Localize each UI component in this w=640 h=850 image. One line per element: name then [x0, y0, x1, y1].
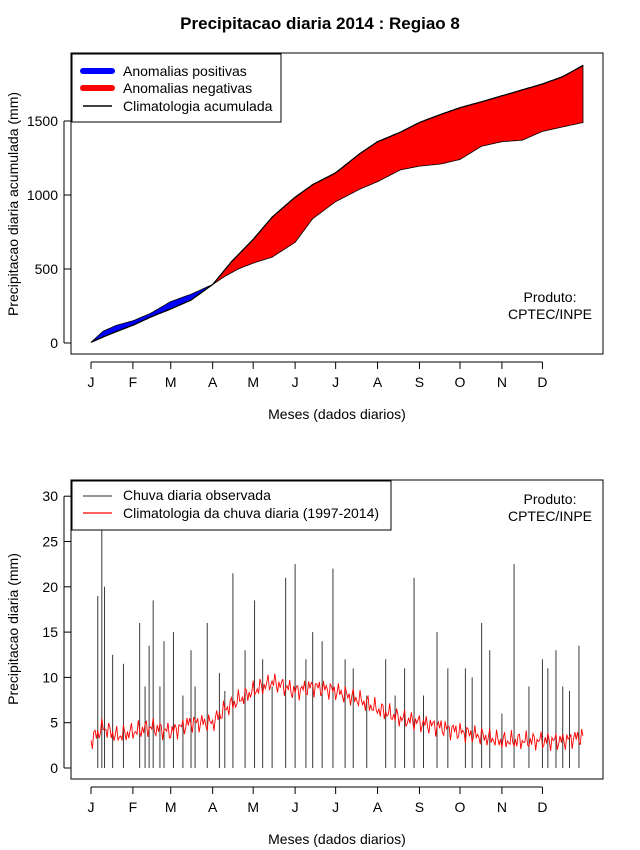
- x-tick-label: M: [165, 374, 177, 390]
- bottom-x-axis-label: Meses (dados diarios): [268, 831, 406, 847]
- daily-chart: 0 5 10 15 20 25 30 J F M A M J J A S O N D Precipitacao d…: [5, 479, 604, 847]
- bottom-legend-label-observed: Chuva diaria observada: [123, 487, 271, 503]
- x-tick-label: A: [373, 374, 383, 390]
- top-x-axis-label: Meses (dados diarios): [268, 406, 406, 422]
- top-y-axis: 0 500 1000 1500: [27, 113, 71, 351]
- x-tick-label: J: [88, 799, 95, 815]
- x-tick-label: N: [497, 799, 507, 815]
- y-tick-label: 1000: [27, 187, 58, 203]
- x-tick-label: A: [373, 799, 383, 815]
- top-legend-label-climatology: Climatologia acumulada: [123, 98, 273, 114]
- y-tick-label: 5: [50, 715, 58, 731]
- bottom-legend: Chuva diaria observada Climatologia da c…: [71, 480, 392, 531]
- y-tick-label: 30: [42, 488, 58, 504]
- x-tick-label: S: [415, 799, 424, 815]
- y-tick-label: 15: [42, 624, 58, 640]
- bottom-y-axis-label: Precipitacao diaria (mm): [5, 553, 21, 705]
- top-climatology-line: [90, 64, 584, 343]
- y-tick-label: 20: [42, 579, 58, 595]
- top-plot-frame: [70, 52, 604, 355]
- y-tick-label: 0: [50, 760, 58, 776]
- x-tick-label: F: [129, 799, 138, 815]
- x-tick-label: M: [247, 799, 259, 815]
- y-tick-label: 10: [42, 669, 58, 685]
- bottom-legend-label-climatology: Climatologia da chuva diaria (1997-2014): [123, 505, 379, 521]
- bottom-y-axis: 0 5 10 15 20 25 30: [42, 488, 71, 776]
- x-tick-label: M: [165, 799, 177, 815]
- bottom-annotation-line-1: Produto:: [524, 491, 577, 507]
- x-tick-label: A: [208, 374, 218, 390]
- bottom-climatology-line: [90, 673, 584, 751]
- x-tick-label: D: [537, 374, 547, 390]
- x-tick-label: S: [415, 374, 424, 390]
- bottom-annotation-line-2: CPTEC/INPE: [508, 508, 592, 524]
- chart-title: Precipitacao diaria 2014 : Regiao 8: [180, 14, 460, 33]
- bottom-observed-spikes: [97, 527, 580, 768]
- top-legend-label-negative: Anomalias negativas: [123, 80, 252, 96]
- top-annotation-line-1: Produto:: [524, 289, 577, 305]
- x-tick-label: A: [208, 799, 218, 815]
- bottom-plot-frame: [70, 479, 604, 780]
- top-annotation-line-2: CPTEC/INPE: [508, 306, 592, 322]
- x-tick-label: F: [129, 374, 138, 390]
- positive-anomaly-area: [90, 281, 215, 343]
- top-legend: Anomalias positivas Anomalias negativas …: [71, 53, 282, 123]
- y-tick-label: 25: [42, 534, 58, 550]
- cumulative-chart: 0 500 1000 1500 J F M A M J J A S O N D Precipitacao d…: [5, 52, 604, 422]
- x-tick-label: J: [88, 374, 95, 390]
- x-tick-label: O: [455, 374, 466, 390]
- top-y-axis-label: Precipitacao diaria acumulada (mm): [5, 92, 21, 316]
- x-tick-label: J: [332, 374, 339, 390]
- x-tick-label: J: [332, 799, 339, 815]
- y-tick-label: 500: [35, 261, 59, 277]
- x-tick-label: J: [292, 799, 299, 815]
- x-tick-label: M: [247, 374, 259, 390]
- x-tick-label: O: [455, 799, 466, 815]
- x-tick-label: D: [537, 799, 547, 815]
- y-tick-label: 0: [50, 335, 58, 351]
- y-tick-label: 1500: [27, 113, 58, 129]
- bottom-legend-box: [71, 480, 392, 531]
- top-legend-label-positive: Anomalias positivas: [123, 63, 247, 79]
- x-tick-label: N: [497, 374, 507, 390]
- x-tick-label: J: [292, 374, 299, 390]
